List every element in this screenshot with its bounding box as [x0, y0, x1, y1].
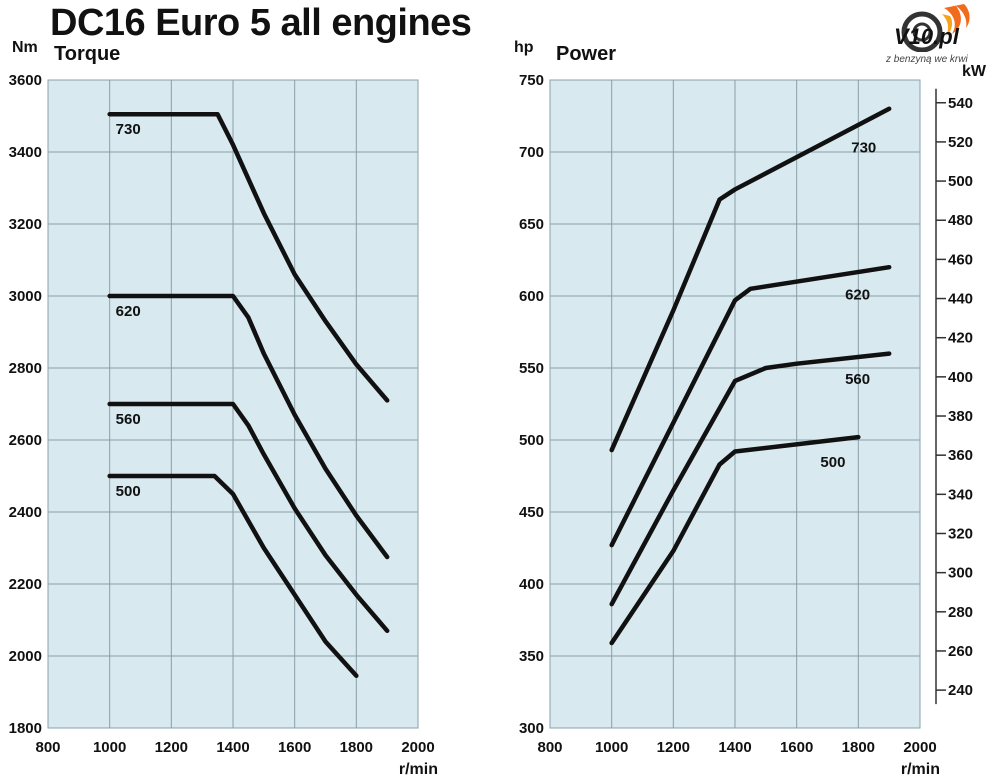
y-tick-label: 300 — [519, 720, 544, 737]
kw-tick-label: 400 — [948, 369, 973, 386]
kw-tick-label: 420 — [948, 330, 973, 347]
kw-tick-label: 540 — [948, 95, 973, 112]
y-tick-label: 750 — [519, 72, 544, 89]
kw-tick-label: 280 — [948, 604, 973, 621]
y-tick-label: 400 — [519, 576, 544, 593]
y-tick-label: 600 — [519, 288, 544, 305]
kw-tick-label: 380 — [948, 408, 973, 425]
x-tick-label: 1600 — [278, 739, 311, 756]
chart-title: Power — [556, 43, 616, 65]
y-tick-label: 2200 — [9, 576, 42, 593]
y-tick-label: 3400 — [9, 144, 42, 161]
y-tick-label: 3200 — [9, 216, 42, 233]
plot-border — [549, 79, 921, 729]
kw-tick-label: 320 — [948, 525, 973, 542]
y2-axis-label: kW — [962, 63, 987, 80]
x-tick-label: 800 — [35, 739, 60, 756]
series-label-500: 500 — [116, 483, 141, 500]
kw-tick-label: 500 — [948, 173, 973, 190]
x-tick-label: 1000 — [595, 739, 628, 756]
series-label-730: 730 — [116, 121, 141, 138]
kw-tick-label: 520 — [948, 134, 973, 151]
x-axis-label: r/min — [901, 761, 940, 778]
series-label-620: 620 — [845, 286, 870, 303]
kw-tick-label: 240 — [948, 682, 973, 699]
logo-tagline: z benzyną we krwi — [886, 54, 968, 65]
x-tick-label: 1400 — [718, 739, 751, 756]
y-tick-label: 2600 — [9, 432, 42, 449]
kw-tick-label: 260 — [948, 643, 973, 660]
series-label-560: 560 — [116, 411, 141, 428]
y-axis-label: hp — [514, 39, 534, 56]
x-tick-label: 1000 — [93, 739, 126, 756]
y-tick-label: 2800 — [9, 360, 42, 377]
kw-tick-label: 360 — [948, 447, 973, 464]
series-line-560 — [609, 351, 892, 607]
plot-border — [47, 79, 419, 729]
y-tick-label: 3000 — [9, 288, 42, 305]
y-tick-label: 3600 — [9, 72, 42, 89]
kw-tick-label: 340 — [948, 486, 973, 503]
x-tick-label: 1800 — [842, 739, 875, 756]
y-tick-label: 350 — [519, 648, 544, 665]
series-line-500 — [107, 473, 359, 679]
y-tick-label: 550 — [519, 360, 544, 377]
y-tick-label: 2000 — [9, 648, 42, 665]
page-title: DC16 Euro 5 all engines — [50, 2, 472, 44]
series-line-730 — [609, 106, 892, 453]
x-tick-label: 1800 — [340, 739, 373, 756]
series-line-560 — [107, 401, 390, 634]
series-line-730 — [107, 111, 390, 403]
x-tick-label: 2000 — [903, 739, 936, 756]
x-tick-label: 800 — [537, 739, 562, 756]
kw-tick-label: 480 — [948, 212, 973, 229]
series-label-500: 500 — [820, 454, 845, 471]
y-tick-label: 650 — [519, 216, 544, 233]
x-tick-label: 1600 — [780, 739, 813, 756]
y-axis-label: Nm — [12, 39, 38, 56]
y-tick-label: 2400 — [9, 504, 42, 521]
y-tick-label: 450 — [519, 504, 544, 521]
logo: V10.pl z benzyną we krwi — [880, 2, 980, 80]
series-line-500 — [609, 434, 861, 646]
y-tick-label: 700 — [519, 144, 544, 161]
torque-chart: 800 1000 1200 1400 1600 1800 2000 1800 2000 2200 2… — [9, 39, 438, 778]
logo-text: V10.pl — [894, 24, 959, 49]
x-axis-label: r/min — [399, 761, 438, 778]
x-tick-label: 2000 — [401, 739, 434, 756]
series-label-620: 620 — [116, 303, 141, 320]
x-tick-label: 1400 — [216, 739, 249, 756]
kw-tick-label: 300 — [948, 565, 973, 582]
y-tick-label: 1800 — [9, 720, 42, 737]
series-line-620 — [107, 293, 390, 560]
kw-tick-label: 440 — [948, 291, 973, 308]
x-tick-label: 1200 — [155, 739, 188, 756]
kw-tick-label: 460 — [948, 251, 973, 268]
flame-wheel-icon — [901, 4, 970, 52]
y-tick-label: 500 — [519, 432, 544, 449]
chart-title: Torque — [54, 43, 120, 65]
series-label-730: 730 — [851, 140, 876, 157]
x-tick-label: 1200 — [657, 739, 690, 756]
series-line-620 — [609, 264, 892, 548]
power-chart: 800 1000 1200 1400 1600 1800 2000 300 350 400 450 5… — [514, 39, 987, 778]
series-label-560: 560 — [845, 371, 870, 388]
